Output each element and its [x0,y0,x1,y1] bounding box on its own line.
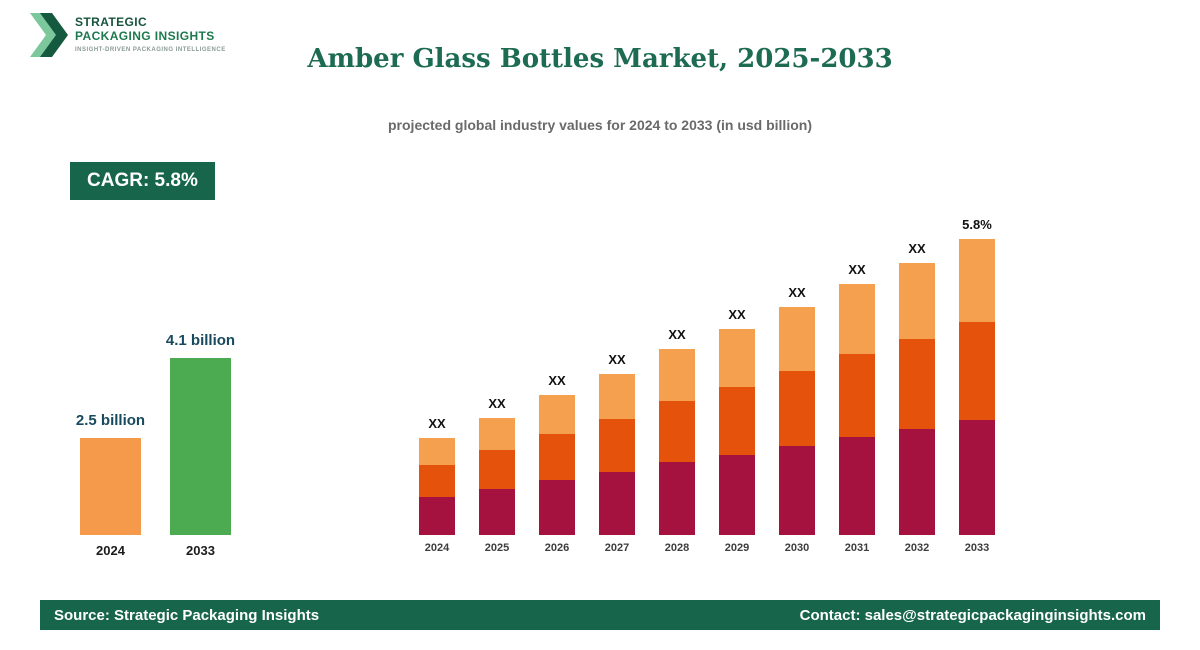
bar-value-label: XX [548,373,566,388]
bar-stack [899,263,935,535]
middle-segment [419,465,455,497]
middle-segment [839,354,875,437]
bottom-segment [719,455,755,535]
bottom-segment [599,472,635,535]
top-segment [419,438,455,465]
bar-value-label: XX [428,416,446,431]
x-axis-label: 2030 [784,542,810,554]
top-segment [659,349,695,401]
bottom-segment [959,420,995,535]
bar-value-label: 5.8% [962,217,992,232]
bar-value-label: XX [608,352,626,367]
stacked-bar-chart-bars: XX XX XX XX XX XX XX XX XX 5.8% [407,195,1007,535]
brand-name-line1: STRATEGIC [75,15,148,29]
top-segment [959,239,995,322]
top-segment [719,329,755,387]
bottom-segment [419,497,455,535]
bar-value-label: XX [488,396,506,411]
bar-stack [839,284,875,535]
bar-stack [659,349,695,535]
bar-value-label: XX [668,327,686,342]
footer-source: Source: Strategic Packaging Insights [54,606,320,624]
page-title: Amber Glass Bottles Market, 2025-2033 [307,44,893,74]
comparison-bar-2033: 4.1 billion [166,332,235,535]
middle-segment [959,322,995,420]
top-segment [779,307,815,371]
comparison-bar [80,438,141,535]
page-subtitle: projected global industry values for 202… [388,117,812,133]
comparison-chart: 2.5 billion 4.1 billion 2024 2033 [76,320,235,558]
brand-logo: STRATEGIC PACKAGING INSIGHTS INSIGHT-DRI… [30,11,226,59]
middle-segment [479,450,515,489]
stacked-bar-2029: XX [707,307,767,535]
x-axis-label: 2031 [844,542,870,554]
stacked-bar-chart-axis: 2024 2025 2026 2027 2028 2029 2030 2031 2032 2033 [407,542,1007,554]
stacked-bar-2030: XX [767,285,827,535]
bar-stack [539,395,575,535]
comparison-value-label: 4.1 billion [165,332,236,349]
bottom-segment [839,437,875,535]
comparison-chart-axis: 2024 2033 [80,543,231,558]
stacked-bar-chart: XX XX XX XX XX XX XX XX XX 5.8% 2024 2025 2026 2027 2… [407,195,1007,554]
middle-segment [599,419,635,472]
bottom-segment [899,429,935,535]
top-segment [599,374,635,419]
bar-stack [959,239,995,535]
comparison-bar-2024: 2.5 billion [76,412,145,535]
bar-value-label: XX [728,307,746,322]
stacked-bar-2033: 5.8% [947,217,1007,535]
bar-stack [419,438,455,535]
middle-segment [719,387,755,455]
x-axis-label: 2027 [604,542,630,554]
bottom-segment [659,462,695,535]
x-axis-label: 2024 [424,542,450,554]
comparison-axis-label: 2033 [186,543,215,558]
comparison-axis-label: 2024 [96,543,125,558]
brand-tagline: INSIGHT-DRIVEN PACKAGING INTELLIGENCE [75,47,226,53]
stacked-bar-2025: XX [467,396,527,535]
bottom-segment [779,446,815,535]
bar-stack [719,329,755,535]
comparison-bar [170,358,231,535]
bar-value-label: XX [908,241,926,256]
x-axis-label: 2025 [484,542,510,554]
top-segment [839,284,875,354]
footer-bar: Source: Strategic Packaging Insights Con… [40,600,1160,630]
stacked-bar-2024: XX [407,416,467,535]
stacked-bar-2028: XX [647,327,707,535]
stacked-bar-2027: XX [587,352,647,535]
top-segment [479,418,515,450]
stacked-bar-2031: XX [827,262,887,535]
x-axis-label: 2026 [544,542,570,554]
bar-value-label: XX [848,262,866,277]
bar-stack [599,374,635,535]
bottom-segment [479,489,515,535]
bar-stack [779,307,815,535]
footer-contact: Contact: sales@strategicpackaginginsight… [799,606,1146,624]
comparison-chart-bars: 2.5 billion 4.1 billion [76,320,235,535]
middle-segment [779,371,815,446]
top-segment [899,263,935,339]
bar-value-label: XX [788,285,806,300]
middle-segment [539,434,575,480]
stacked-bar-2026: XX [527,373,587,535]
x-axis-label: 2029 [724,542,750,554]
cagr-badge: CAGR: 5.8% [70,162,215,200]
middle-segment [659,401,695,462]
x-axis-label: 2028 [664,542,690,554]
bar-stack [479,418,515,535]
bottom-segment [539,480,575,535]
comparison-value-label: 2.5 billion [75,412,146,429]
middle-segment [899,339,935,429]
logo-chevron-icon [30,13,68,57]
brand-name-line2: PACKAGING INSIGHTS [75,29,215,43]
x-axis-label: 2032 [904,542,930,554]
stacked-bar-2032: XX [887,241,947,535]
top-segment [539,395,575,434]
x-axis-label: 2033 [964,542,990,554]
brand-text-block: STRATEGIC PACKAGING INSIGHTS INSIGHT-DRI… [75,11,226,53]
